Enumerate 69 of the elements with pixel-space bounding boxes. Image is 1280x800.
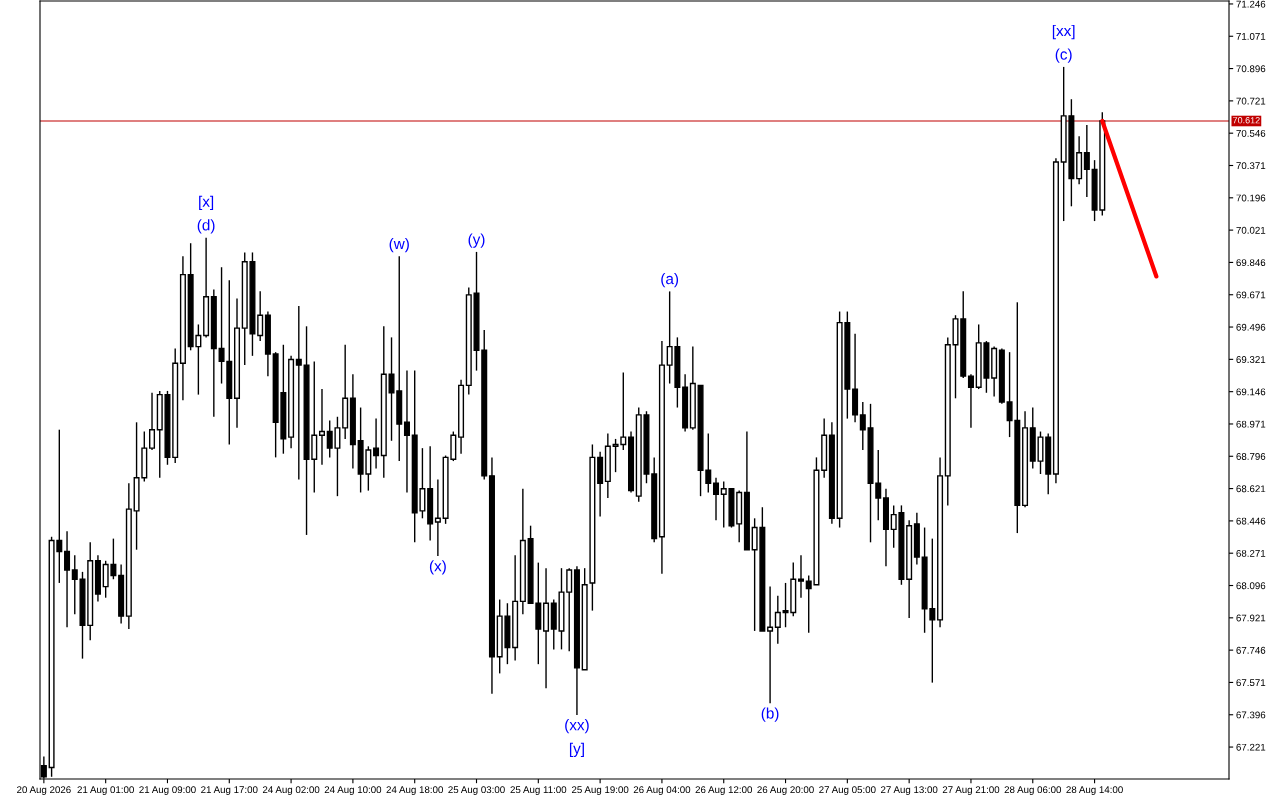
x-tick-label: 28 Aug 06:00 [1004,786,1062,796]
candlestick [295,305,302,481]
candlestick [767,585,774,704]
candlestick [774,595,781,645]
x-tick-label: 24 Aug 18:00 [386,786,443,796]
y-tick-label: 70.546 [1236,129,1266,137]
y-tick-label: 69.146 [1236,388,1266,396]
y-tick-label: 68.971 [1236,420,1266,428]
y-tick-label: 69.846 [1236,259,1266,267]
x-tick-label: 27 Aug 13:00 [880,786,938,796]
x-tick-label: 27 Aug 21:00 [942,786,1000,796]
y-tick-label: 68.446 [1236,517,1266,525]
candlestick [318,388,326,466]
annotation: (w) [389,237,409,253]
x-tick-label: 24 Aug 02:00 [262,786,320,796]
annotation: (a) [661,273,679,288]
annotation: (y) [468,233,485,248]
x-tick-label: 25 Aug 19:00 [571,786,629,796]
candlestick [434,478,441,557]
annotation: [xx] [1052,24,1075,40]
x-tick-label: 26 Aug 20:00 [757,786,814,796]
x-tick-label: 25 Aug 11:00 [510,786,567,796]
ref-line-label: 70.612 [1233,117,1260,124]
candlestick [712,477,720,521]
x-tick-label: 28 Aug 14:00 [1066,786,1123,796]
y-tick-label: 69.671 [1236,291,1266,299]
y-tick-label: 69.321 [1236,356,1266,363]
annotation: (c) [1055,48,1072,63]
annotation: (d) [197,219,215,234]
y-tick-label: 67.921 [1236,614,1266,622]
x-tick-label: 25 Aug 03:00 [448,786,505,796]
candlestick [257,290,264,342]
y-tick-label: 70.021 [1236,226,1266,234]
candlestick [797,554,805,599]
annotation: (xx) [565,719,589,734]
y-tick-label: 70.896 [1236,65,1266,73]
candlestick [403,369,410,494]
candlestick [967,373,974,429]
y-tick-label: 68.796 [1236,453,1266,460]
candlestick [149,392,156,451]
y-tick-label: 68.271 [1236,549,1266,557]
y-tick-label: 67.571 [1236,679,1266,687]
x-tick-label: 21 Aug 01:00 [77,786,134,796]
candlestick [1083,124,1090,198]
y-tick-label: 71.071 [1236,33,1266,40]
annotation: [y] [569,742,584,757]
x-tick-label: 26 Aug 04:00 [633,786,691,796]
annotation: [x] [199,195,214,210]
x-tick-label: 20 Aug 2026 [17,786,71,796]
y-tick-label: 69.496 [1236,323,1266,331]
candlestick [859,401,866,451]
x-tick-label: 21 Aug 09:00 [139,786,196,796]
y-tick-label: 67.396 [1236,711,1266,719]
candlestick [64,530,71,628]
candlestick [373,417,380,470]
y-tick-label: 67.746 [1236,646,1266,654]
annotation: (x) [429,560,446,575]
x-tick-label: 27 Aug 05:00 [819,786,876,796]
y-tick-label: 68.621 [1236,485,1266,493]
x-tick-label: 21 Aug 17:00 [201,786,258,796]
y-tick-label: 68.096 [1236,582,1266,590]
y-tick-label: 70.196 [1236,194,1266,202]
x-tick-label: 26 Aug 12:00 [695,786,753,796]
y-tick-label: 67.221 [1236,743,1266,751]
annotation: (b) [761,707,779,722]
y-tick-label: 70.371 [1236,162,1266,170]
x-tick-label: 24 Aug 10:00 [324,786,382,796]
y-tick-label: 70.721 [1236,97,1266,105]
y-tick-label: 71.246 [1236,0,1266,8]
